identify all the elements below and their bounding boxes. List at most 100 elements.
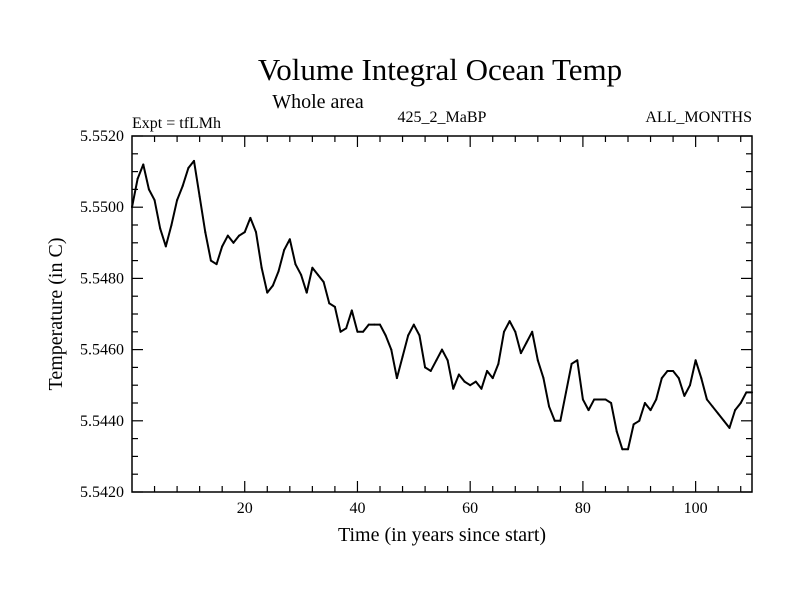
data-point (683, 394, 686, 397)
data-point (424, 366, 427, 369)
y-tick-label: 5.5480 (80, 270, 124, 287)
data-point (503, 330, 505, 333)
data-point (187, 167, 190, 170)
data-point (255, 231, 257, 234)
data-point (497, 362, 500, 365)
data-point (734, 409, 737, 412)
data-point (581, 398, 584, 401)
data-point (356, 330, 359, 333)
data-point (193, 159, 195, 162)
data-point (305, 291, 308, 294)
data-point (176, 199, 179, 202)
data-point (565, 391, 567, 394)
data-point (238, 234, 241, 237)
data-point (418, 334, 421, 337)
data-point (587, 409, 590, 412)
data-point (159, 227, 162, 230)
data-point (694, 359, 697, 362)
data-point (570, 362, 573, 365)
data-point (508, 320, 511, 323)
data-point (384, 334, 387, 337)
data-point (519, 352, 522, 355)
data-point (610, 402, 613, 404)
x-tick-label: 60 (462, 500, 478, 517)
data-point (277, 270, 280, 273)
data-point (542, 377, 545, 380)
data-point (598, 398, 601, 401)
data-point (221, 245, 224, 248)
data-point (429, 369, 432, 372)
data-point (553, 419, 556, 422)
y-tick-label: 5.5460 (80, 342, 124, 359)
data-point (373, 323, 376, 326)
data-point (660, 377, 663, 380)
data-point (401, 355, 404, 358)
data-point (469, 384, 472, 387)
data-point (655, 398, 658, 401)
data-point (689, 384, 691, 387)
data-point (548, 405, 551, 408)
data-point (632, 423, 635, 426)
data-point (232, 241, 235, 244)
data-point (345, 327, 348, 330)
data-point (249, 216, 252, 219)
data-point (525, 341, 528, 344)
data-point (666, 369, 669, 372)
data-point (243, 231, 246, 234)
data-point (643, 402, 646, 404)
data-point (728, 426, 731, 429)
data-point (722, 419, 725, 422)
axis-ticks (132, 135, 752, 493)
data-point (717, 412, 720, 415)
data-point (514, 330, 517, 333)
data-point (294, 263, 297, 266)
data-point (226, 234, 229, 237)
data-point (339, 330, 342, 333)
data-point (700, 377, 703, 380)
y-tick-label: 5.5420 (80, 484, 124, 501)
x-tick-label: 80 (575, 500, 591, 517)
data-point (181, 184, 184, 187)
data-point (300, 273, 303, 276)
plot-frame (131, 135, 753, 493)
data-point (576, 359, 579, 362)
data-point (136, 177, 139, 180)
data-point (536, 359, 539, 362)
data-point (271, 284, 274, 287)
data-point (209, 259, 212, 262)
data-point (677, 377, 680, 380)
data-point (170, 224, 173, 226)
series-line (131, 159, 752, 451)
y-tick-label: 5.5520 (80, 128, 124, 145)
data-point (350, 309, 353, 312)
data-point (283, 248, 286, 251)
data-point (621, 448, 624, 451)
data-point (311, 266, 314, 269)
data-point (328, 302, 331, 305)
y-tick-label: 5.5440 (80, 413, 124, 430)
data-point (649, 409, 652, 412)
expt-label: Expt = tfLMh (132, 115, 221, 132)
x-tick-label: 100 (684, 500, 708, 517)
chart-title: Volume Integral Ocean Temp (258, 52, 622, 87)
data-point (474, 380, 477, 383)
data-point (452, 387, 455, 390)
y-axis-label: Temperature (in C) (45, 238, 67, 391)
data-point (491, 377, 494, 380)
data-point (390, 348, 393, 351)
data-point (147, 188, 150, 191)
data-point (463, 380, 466, 383)
data-point (204, 231, 207, 234)
data-point (260, 266, 263, 269)
data-point (333, 305, 336, 308)
data-point (362, 330, 365, 333)
data-point (317, 273, 319, 276)
chart-subtitle: Whole area (272, 91, 364, 113)
data-point (531, 330, 534, 333)
data-point (615, 430, 618, 433)
data-point (395, 377, 398, 380)
data-point (457, 373, 460, 376)
tick-labels: 20 40 60 80 100 5.5420 5.5440 5.5460 5.5480 5.550… (80, 128, 708, 517)
data-point (215, 263, 218, 266)
